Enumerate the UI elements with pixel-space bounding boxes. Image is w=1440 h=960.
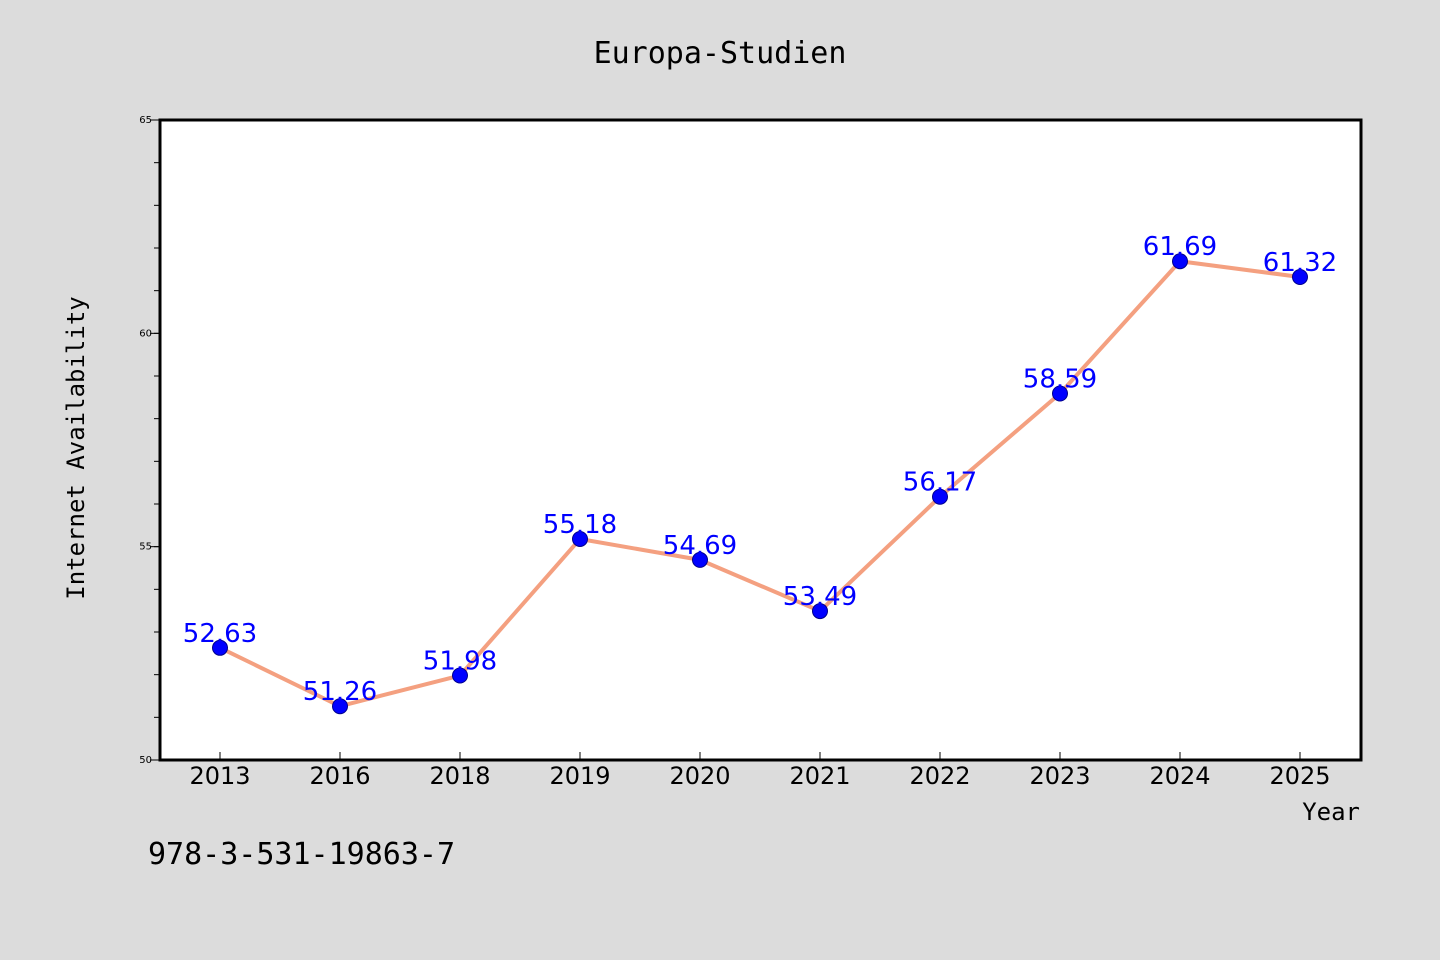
data-label: 58.59 — [1023, 364, 1097, 394]
y-tick-label: 60 — [139, 328, 152, 339]
x-tick-label: 2019 — [549, 762, 610, 790]
data-point — [692, 551, 708, 568]
data-label: 51.98 — [423, 647, 497, 677]
x-tick-label: 2016 — [309, 762, 370, 790]
x-tick-label: 2021 — [789, 762, 850, 790]
data-label: 56.17 — [903, 468, 977, 498]
x-tick-label: 2013 — [189, 762, 250, 790]
x-tick-label: 2024 — [1149, 762, 1210, 790]
plot-area — [160, 120, 1361, 760]
series-layer: 52.63 51.26 51.98 55.18 54.69 53.49 56.17 58.59… — [183, 232, 1337, 715]
chart-title: Europa-Studien — [594, 36, 847, 71]
data-point — [1172, 253, 1188, 270]
data-label: 53.49 — [783, 582, 857, 612]
data-label: 52.63 — [183, 619, 257, 649]
data-point — [932, 488, 948, 505]
x-tick-label: 2020 — [669, 762, 730, 790]
data-point — [1052, 385, 1068, 402]
isbn-text: 978-3-531-19863-7 — [148, 837, 455, 872]
axis-ticks: 50 55 60 65 2013 2016 2018 2019 2020 2021 2022 2023… — [139, 115, 1330, 790]
data-label: 51.26 — [303, 677, 377, 707]
data-label: 54.69 — [663, 531, 737, 561]
x-tick-label: 2025 — [1269, 762, 1330, 790]
y-tick-label: 50 — [139, 755, 152, 766]
data-label: 55.18 — [543, 510, 617, 540]
data-label: 61.69 — [1143, 232, 1217, 262]
x-tick-label: 2018 — [429, 762, 490, 790]
plot-frame — [158, 118, 1363, 762]
data-point — [572, 530, 588, 547]
data-point — [812, 603, 828, 620]
y-tick-label: 55 — [139, 542, 152, 553]
series-line — [218, 259, 1302, 709]
x-tick-label: 2023 — [1029, 762, 1090, 790]
data-point — [332, 698, 348, 715]
y-tick-label: 65 — [139, 115, 152, 126]
y-axis-label: Internet Availability — [62, 296, 90, 599]
data-point — [1292, 269, 1308, 286]
data-point — [452, 667, 468, 684]
data-point — [212, 639, 228, 656]
data-label: 61.32 — [1263, 248, 1337, 278]
x-axis-label: Year — [1302, 798, 1360, 826]
x-tick-label: 2022 — [909, 762, 970, 790]
